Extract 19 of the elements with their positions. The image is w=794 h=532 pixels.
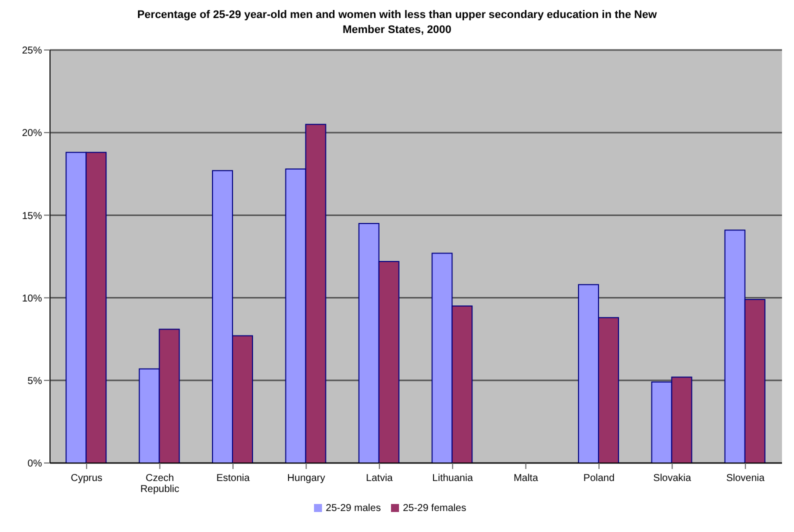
y-tick-label: 0% [28,458,42,470]
legend-label: 25-29 males [326,503,381,514]
x-tick-label: Czech Republic [140,473,180,495]
y-tick-label: 25% [22,46,42,57]
x-tick-label: Lithuania [432,473,474,484]
x-tick-label: Cyprus [70,473,102,484]
y-tick-label: 15% [22,210,42,222]
x-tick-label: Slovakia [653,473,692,484]
x-tick-label: Estonia [216,473,250,484]
y-tick-label: 5% [28,376,42,387]
x-tick-label: Latvia [366,473,394,484]
y-tick-label: 10% [22,293,42,304]
x-tick-label: Poland [583,473,615,484]
legend-label: 25-29 females [402,503,466,514]
x-tick-label: Slovenia [726,473,766,484]
chart-title: Percentage of 25-29 year-old men and women with less than upper secondary education in the New Member States, 2000 [137,8,657,38]
x-tick-label: Malta [514,473,538,484]
x-tick-label: Hungary [287,473,326,484]
y-tick-label: 20% [22,128,42,140]
